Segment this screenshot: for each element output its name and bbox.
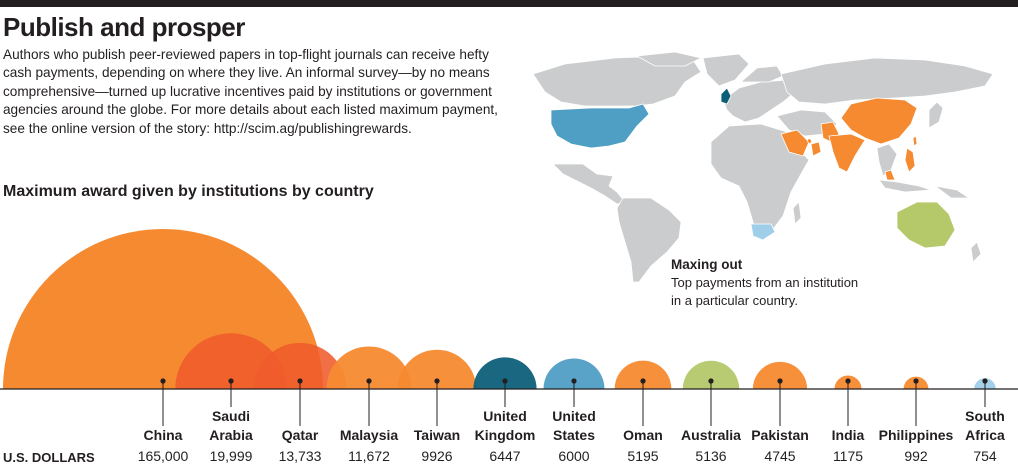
category-label-pakistan: Pakistan xyxy=(751,427,809,443)
value-label-united-states: 6000 xyxy=(558,448,589,464)
map-oman xyxy=(810,141,822,157)
value-label-saudi-arabia: 19,999 xyxy=(210,448,253,464)
value-label-pakistan: 4745 xyxy=(764,448,795,464)
bubble-pakistan xyxy=(752,361,808,389)
bubble-malaysia xyxy=(326,346,412,389)
category-label-india: India xyxy=(832,427,865,443)
category-label-united-kingdom: United Kingdom xyxy=(475,408,536,443)
map-malaysia xyxy=(884,169,896,181)
value-label-india: 1175 xyxy=(833,448,863,464)
map-south-africa xyxy=(750,223,776,241)
category-label-philippines: Philippines xyxy=(879,427,954,443)
category-label-qatar: Qatar xyxy=(282,427,319,443)
value-label-united-kingdom: 6447 xyxy=(489,448,520,464)
category-label-oman: Oman xyxy=(623,427,663,443)
map-united-kingdom xyxy=(720,87,732,105)
value-label-philippines: 992 xyxy=(904,448,928,464)
map-australia xyxy=(896,201,956,249)
world-map-land xyxy=(532,52,994,282)
map-philippines xyxy=(904,147,916,173)
category-label-saudi-arabia: Saudi Arabia xyxy=(209,408,253,443)
bubble-oman xyxy=(614,360,672,389)
category-label-south-africa: South Africa xyxy=(965,408,1005,443)
value-label-oman: 5195 xyxy=(627,448,658,464)
map-united-states xyxy=(550,103,650,149)
map-legend-text: Top payments from an institution in a pa… xyxy=(671,275,859,308)
top-rule xyxy=(0,0,1018,7)
map-highlighted-countries xyxy=(550,87,956,249)
category-label-australia: Australia xyxy=(681,427,741,443)
chart-title: Maximum award given by institutions by c… xyxy=(3,183,374,200)
category-label-taiwan: Taiwan xyxy=(414,427,460,443)
bubble-united-states xyxy=(543,358,605,389)
category-label-malaysia: Malaysia xyxy=(340,427,399,443)
map-legend-title: Maxing out xyxy=(671,257,743,272)
page-title: Publish and prosper xyxy=(3,12,245,42)
value-label-malaysia: 11,672 xyxy=(348,448,390,464)
intro-text: Authors who publish peer-reviewed papers… xyxy=(3,47,498,136)
category-label-united-states: United States xyxy=(552,408,596,443)
value-label-china: 165,000 xyxy=(138,448,189,464)
world-map xyxy=(532,52,994,282)
bubble-qatar xyxy=(253,342,347,389)
bubble-australia xyxy=(682,360,740,389)
value-label-qatar: 13,733 xyxy=(279,448,322,464)
category-label-china: China xyxy=(144,427,183,443)
map-legend: Maxing out Top payments from an institut… xyxy=(671,256,871,310)
bubble-united-kingdom xyxy=(473,357,537,389)
value-label-australia: 5136 xyxy=(695,448,726,464)
map-india xyxy=(828,133,866,173)
map-saudi-arabia xyxy=(780,129,810,157)
value-label-south-africa: 754 xyxy=(973,448,997,464)
bubble-taiwan xyxy=(397,349,477,389)
axis-unit-label: U.S. DOLLARS xyxy=(3,450,95,464)
map-china xyxy=(840,97,918,145)
value-label-taiwan: 9926 xyxy=(421,448,452,464)
map-qatar xyxy=(806,137,813,145)
map-taiwan xyxy=(912,135,918,147)
